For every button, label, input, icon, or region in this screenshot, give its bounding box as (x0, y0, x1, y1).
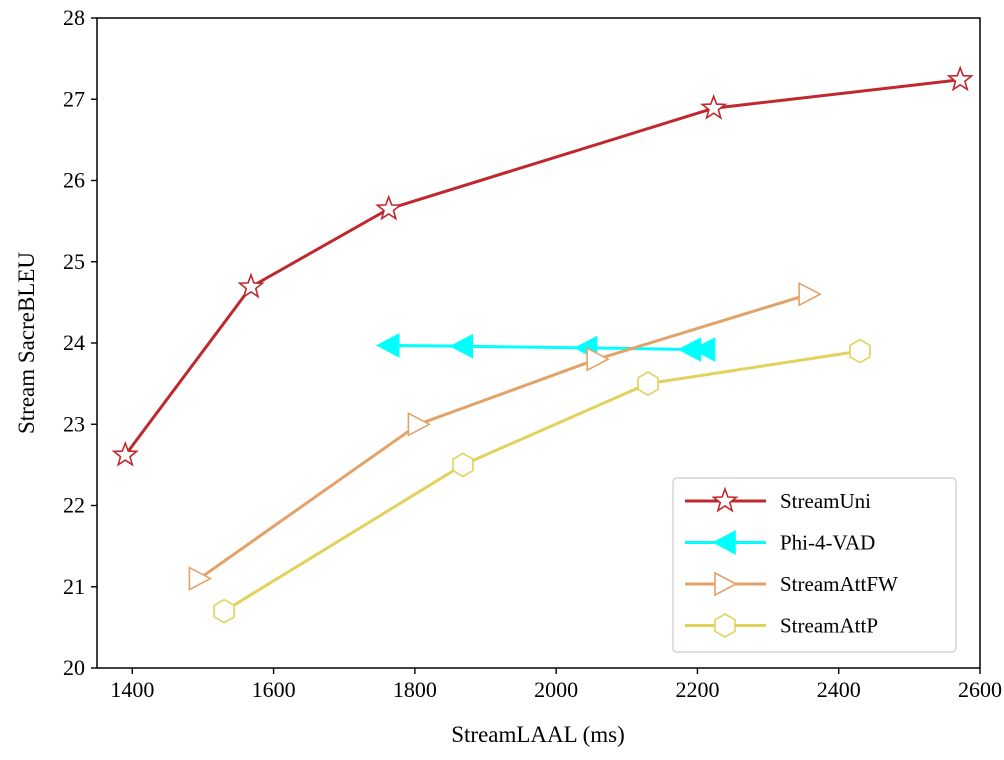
series-line-phi-4-vad (388, 343, 705, 351)
legend-item-streamuni: StreamUni (685, 486, 871, 513)
y-tick-label-24: 24 (63, 330, 85, 355)
legend: StreamUni Phi-4-VAD StreamAttFW StreamAttP (672, 477, 957, 653)
y-tick-label-21: 21 (63, 574, 85, 599)
data-point-phi-4-vad-0 (375, 333, 400, 358)
legend-marker-streamuni (711, 486, 739, 513)
data-point-streamuni-1 (237, 272, 265, 299)
legend-label-streamattp: StreamAttP (780, 614, 878, 638)
series-line-streamattp (223, 349, 861, 613)
legend-item-streamattfw: StreamAttFW (685, 571, 898, 597)
data-point-streamuni-2 (375, 194, 403, 221)
data-point-streamuni-4 (946, 65, 974, 92)
data-point-phi-4-vad-4 (691, 337, 716, 362)
axis-ticks: 1400 1600 1800 2000 2200 2400 2600 20 21 22 23 24 25… (63, 5, 1002, 702)
series-line-streamattfw (198, 292, 810, 580)
x-tick-label-2200: 2200 (675, 677, 719, 702)
x-tick-label-2600: 2600 (958, 677, 1002, 702)
data-point-streamattp-3 (849, 338, 871, 364)
data-point-streamuni-0 (111, 440, 139, 467)
x-tick-label-1800: 1800 (393, 677, 437, 702)
data-point-streamattfw-0 (188, 566, 213, 591)
legend-label-phi-4-vad: Phi-4-VAD (780, 531, 875, 555)
x-tick-label-2000: 2000 (534, 677, 578, 702)
y-tick-label-28: 28 (63, 5, 85, 30)
data-point-phi-4-vad-1 (449, 333, 474, 359)
legend-marker-phi-4-vad (712, 530, 736, 555)
series-line-streamuni (124, 78, 961, 456)
data-point-streamattfw-2 (586, 346, 610, 372)
legend-label-streamattfw: StreamAttFW (780, 572, 898, 596)
data-point-streamattfw-1 (407, 411, 432, 437)
data-point-streamuni-3 (700, 93, 728, 120)
y-axis-label: Stream SacreBLEU (14, 252, 39, 434)
x-tick-label-1600: 1600 (252, 677, 296, 702)
y-tick-label-20: 20 (63, 655, 85, 680)
y-tick-label-22: 22 (63, 493, 85, 518)
x-tick-label-1400: 1400 (110, 677, 154, 702)
x-axis-label: StreamLAAL (ms) (451, 722, 625, 747)
legend-marker-streamattp (714, 613, 736, 638)
legend-label-streamuni: StreamUni (780, 489, 871, 513)
data-point-streamattp-1 (452, 452, 474, 478)
y-tick-label-25: 25 (63, 249, 85, 274)
series-layer (111, 65, 974, 624)
x-tick-label-2400: 2400 (817, 677, 861, 702)
series-streamuni (111, 65, 974, 467)
series-streamattp (213, 338, 871, 624)
data-point-streamattp-0 (213, 598, 235, 624)
legend-item-phi-4-vad: Phi-4-VAD (685, 530, 875, 555)
legend-item-streamattp: StreamAttP (685, 613, 878, 638)
y-tick-label-23: 23 (63, 411, 85, 436)
legend-marker-streamattfw (714, 571, 738, 597)
legend-box (672, 477, 957, 653)
y-tick-label-27: 27 (63, 86, 85, 111)
data-point-streamattp-2 (637, 371, 659, 397)
series-streamattfw (188, 281, 822, 591)
data-point-streamattfw-3 (798, 281, 822, 307)
y-tick-label-26: 26 (63, 168, 85, 193)
